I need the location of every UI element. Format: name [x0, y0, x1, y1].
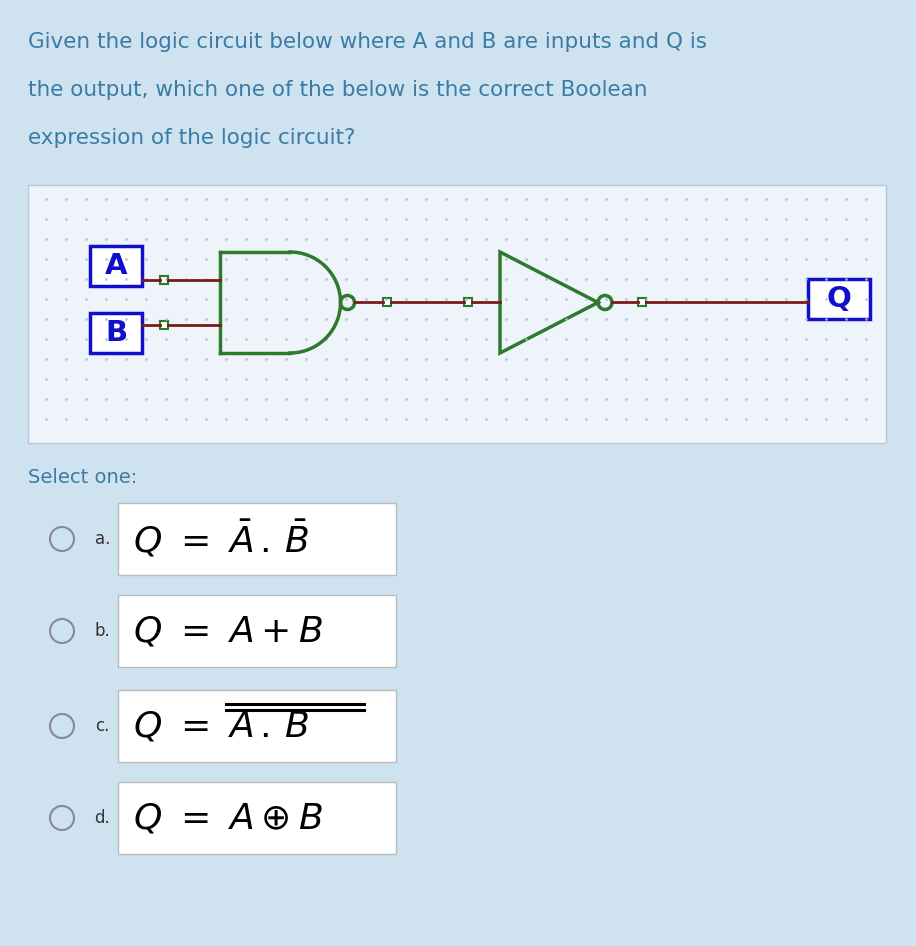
FancyBboxPatch shape [118, 782, 396, 854]
Text: $Q\ =\ \bar{A}{\,.\,}\bar{B}$: $Q\ =\ \bar{A}{\,.\,}\bar{B}$ [133, 518, 309, 560]
Text: expression of the logic circuit?: expression of the logic circuit? [28, 128, 355, 148]
FancyBboxPatch shape [118, 595, 396, 667]
FancyBboxPatch shape [118, 690, 396, 762]
FancyBboxPatch shape [90, 246, 142, 286]
Text: $Q\ =\ A{\,.\,}B$: $Q\ =\ A{\,.\,}B$ [133, 709, 309, 743]
Text: Given the logic circuit below where A and B are inputs and Q is: Given the logic circuit below where A an… [28, 32, 707, 52]
Text: b.: b. [94, 622, 110, 640]
FancyBboxPatch shape [160, 321, 168, 328]
Text: the output, which one of the below is the correct Boolean: the output, which one of the below is th… [28, 80, 648, 100]
FancyBboxPatch shape [28, 185, 886, 443]
FancyBboxPatch shape [808, 279, 870, 319]
Text: Select one:: Select one: [28, 468, 137, 487]
Text: $Q\ =\ A \oplus B$: $Q\ =\ A \oplus B$ [133, 801, 322, 835]
Text: A: A [104, 252, 127, 280]
FancyBboxPatch shape [383, 299, 390, 307]
Text: Q: Q [826, 285, 852, 313]
Text: d.: d. [94, 809, 110, 827]
Text: c.: c. [95, 717, 110, 735]
FancyBboxPatch shape [118, 503, 396, 575]
FancyBboxPatch shape [638, 299, 646, 307]
Text: a.: a. [94, 530, 110, 548]
Text: B: B [105, 319, 127, 347]
FancyBboxPatch shape [160, 276, 168, 285]
Text: $Q\ =\ A + B$: $Q\ =\ A + B$ [133, 614, 322, 648]
FancyBboxPatch shape [90, 313, 142, 353]
FancyBboxPatch shape [464, 299, 472, 307]
